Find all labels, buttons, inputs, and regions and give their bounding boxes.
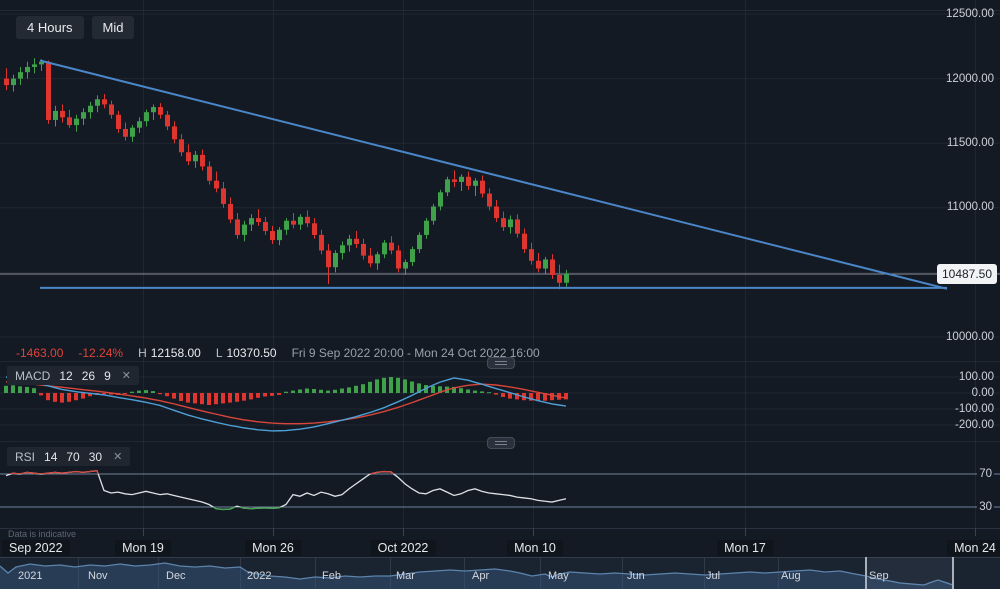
- navigator-month-label: 2022: [247, 570, 272, 582]
- axis-label: 11000.00: [946, 201, 994, 213]
- rsi-panel-canvas[interactable]: [0, 441, 1000, 528]
- axis-label: 100.00: [958, 371, 994, 383]
- navigator-month-label: Apr: [472, 570, 490, 582]
- rsi-param-period: 14: [44, 449, 58, 464]
- navigator-month-label: Mar: [396, 570, 415, 582]
- rsi-title: RSI: [15, 449, 36, 464]
- axis-label: 11500.00: [946, 137, 994, 149]
- navigator-month-label: Jul: [706, 570, 721, 582]
- navigator-handle-right[interactable]: [952, 557, 954, 589]
- macd-panel-canvas[interactable]: [0, 361, 1000, 441]
- axis-label: 30: [977, 501, 994, 513]
- axis-label: -100.00: [954, 403, 994, 415]
- navigator-month-label: May: [548, 570, 569, 582]
- price-chart-canvas[interactable]: [0, 0, 1000, 361]
- high-prefix: H: [138, 346, 147, 360]
- navigator-month-label: Aug: [781, 570, 801, 582]
- navigator-month-label: Nov: [88, 570, 108, 582]
- time-tick-label: Mon 17: [717, 540, 773, 556]
- time-tick-label: Mon 10: [507, 540, 563, 556]
- macd-header: MACD 12 26 9 ✕: [7, 366, 139, 385]
- macd-close-icon[interactable]: ✕: [121, 370, 131, 382]
- rsi-header: RSI 14 70 30 ✕: [7, 447, 131, 466]
- time-tick-label: Mon 24: [947, 540, 1000, 556]
- macd-param-signal: 9: [104, 368, 111, 383]
- timeframe-button[interactable]: 4 Hours: [16, 16, 84, 39]
- navigator-month-label: Sep: [869, 570, 889, 582]
- axis-label: 10000.00: [946, 331, 994, 343]
- navigator-month-label: Dec: [166, 570, 186, 582]
- high-readout: H 12158.00: [138, 346, 201, 360]
- ohlc-bar: -1463.00 -12.24% H 12158.00 L 10370.50 Fri…: [16, 346, 540, 360]
- axis-label: 0.00: [971, 387, 994, 399]
- rsi-param-oversold: 30: [88, 449, 103, 464]
- navigator-month-label: Jun: [627, 570, 645, 582]
- time-tick-label: Mon 19: [115, 540, 171, 556]
- time-tick-label: Oct 2022: [370, 540, 436, 556]
- chart-toolbar: 4 Hours Mid: [16, 16, 135, 39]
- macd-param-slow: 26: [81, 368, 96, 383]
- axis-label: 12500.00: [946, 8, 994, 20]
- axis-label: 70: [977, 468, 994, 480]
- price-change-percent: -12.24%: [78, 346, 124, 360]
- navigator-handle-left[interactable]: [865, 557, 867, 589]
- time-axis-canvas: [0, 528, 1000, 536]
- time-tick-label: Mon 26: [245, 540, 301, 556]
- high-value: 12158.00: [150, 346, 201, 360]
- macd-param-fast: 12: [59, 368, 73, 383]
- navigator-month-label: 2021: [18, 570, 43, 582]
- low-value: 10370.50: [226, 346, 277, 360]
- time-tick-label: Sep 2022: [2, 540, 70, 556]
- navigator-canvas[interactable]: [0, 557, 1000, 589]
- price-type-button[interactable]: Mid: [91, 16, 135, 39]
- panel-resize-handle-rsi[interactable]: [487, 437, 515, 449]
- low-readout: L 10370.50: [216, 346, 277, 360]
- rsi-close-icon[interactable]: ✕: [113, 451, 123, 463]
- rsi-param-overbought: 70: [66, 449, 80, 464]
- price-change: -1463.00: [16, 346, 64, 360]
- axis-label: 12000.00: [946, 73, 994, 85]
- date-range: Fri 9 Sep 2022 20:00 - Mon 24 Oct 2022 1…: [291, 346, 540, 360]
- navigator-month-label: Feb: [322, 570, 341, 582]
- axis-label: -200.00: [954, 419, 994, 431]
- data-indicative-note: Data is indicative: [8, 529, 77, 539]
- panel-resize-handle-macd[interactable]: [487, 357, 515, 369]
- macd-title: MACD: [15, 368, 51, 383]
- low-prefix: L: [215, 346, 223, 360]
- current-price-label: 10487.50: [937, 264, 997, 284]
